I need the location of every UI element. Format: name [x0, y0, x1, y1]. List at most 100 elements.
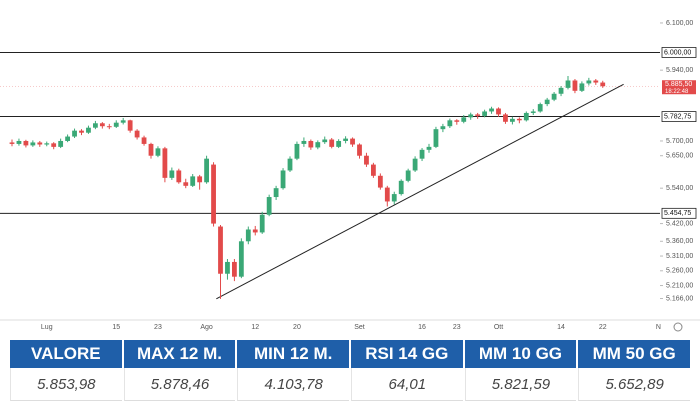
- candle-body: [350, 138, 355, 145]
- header-cell: MIN 12 M.: [237, 340, 349, 368]
- candle-body: [371, 164, 376, 176]
- candle-body: [426, 146, 432, 150]
- candle-body: [169, 170, 175, 178]
- table-body: 5.853,98 5.878,46 4.103,78 64,01 5.821,59 5.6…: [10, 368, 690, 401]
- candle-body: [72, 130, 77, 137]
- candle-body: [225, 261, 230, 274]
- candle-body: [537, 104, 543, 112]
- y-tick-label: 5.166,00: [666, 295, 693, 302]
- candle-body: [551, 93, 557, 100]
- candle-body: [308, 140, 314, 148]
- candle-body: [510, 118, 515, 122]
- table-cell: 64,01: [350, 368, 463, 401]
- candle-body: [572, 80, 578, 91]
- candle-body: [183, 182, 189, 186]
- candle-body: [266, 197, 272, 215]
- candle-body: [475, 114, 481, 116]
- level-label: 5.454,75: [664, 210, 691, 217]
- candle-body: [440, 126, 446, 130]
- candle-body: [329, 139, 335, 147]
- header-cell: MAX 12 M.: [123, 340, 236, 368]
- candle-body: [51, 143, 57, 147]
- candle-body: [99, 123, 105, 127]
- candle-body: [461, 117, 467, 122]
- candle-body: [176, 170, 182, 183]
- candle-body: [37, 142, 43, 145]
- x-tick-label: 16: [418, 324, 426, 331]
- level-label-box: [661, 47, 697, 58]
- candle-body: [190, 176, 196, 186]
- candle-body: [218, 226, 223, 274]
- table-cell: 5.652,89: [578, 368, 690, 401]
- x-tick-label: 22: [599, 324, 607, 331]
- table-row: 5.853,98 5.878,46 4.103,78 64,01 5.821,59 5.6…: [10, 368, 690, 401]
- candle-body: [586, 80, 592, 84]
- candle-body: [600, 82, 606, 87]
- x-tick-label: 12: [251, 324, 259, 331]
- header-cell: RSI 14 GG: [350, 340, 463, 368]
- y-tick-label: 5.210,00: [666, 282, 693, 289]
- y-tick-label: 5.360,00: [666, 238, 693, 245]
- candle-body: [579, 83, 585, 91]
- candle-body: [565, 80, 571, 88]
- candle-body: [113, 122, 119, 127]
- table-cell: 5.853,98: [10, 368, 122, 401]
- candle-body: [544, 99, 550, 105]
- candle-body: [530, 111, 536, 113]
- candle-body: [523, 112, 529, 121]
- chart-background: [0, 0, 700, 338]
- candle-body: [86, 127, 91, 133]
- last-price-label: 5.885,50: [665, 81, 692, 88]
- header-cell: MM 10 GG: [464, 340, 577, 368]
- candle-body: [134, 130, 140, 138]
- chart: 6.100,00 5.940,00 5.700,00 5.650,00 5.540,00…: [0, 0, 700, 338]
- candle-body: [364, 155, 369, 165]
- y-tick-label: 5.420,00: [666, 220, 693, 227]
- x-tick-label: Lug: [41, 324, 53, 331]
- candle-body: [301, 140, 307, 144]
- x-tick-label: Ago: [200, 324, 213, 331]
- table-cell: 5.821,59: [464, 368, 577, 401]
- x-tick-label: 20: [293, 324, 301, 331]
- candle-body: [65, 136, 70, 141]
- candle-body: [252, 229, 258, 233]
- level-label: 6.000,00: [664, 49, 691, 56]
- candle-body: [211, 164, 216, 224]
- x-tick-label: 15: [112, 324, 120, 331]
- candle-body: [141, 137, 147, 144]
- candle-body: [489, 108, 494, 112]
- candle-body: [558, 87, 564, 94]
- candle-body: [482, 111, 487, 116]
- candle-body: [315, 142, 321, 148]
- level-label-box: [661, 207, 697, 219]
- candle-body: [30, 142, 36, 146]
- candle-body: [16, 140, 22, 144]
- candle-body: [398, 180, 404, 195]
- header-cell: VALORE: [10, 340, 122, 368]
- last-price-time: 18:22:48: [665, 89, 689, 95]
- candle-body: [245, 229, 251, 242]
- x-tick-label: 23: [453, 324, 461, 331]
- candle-body: [468, 114, 474, 118]
- candle-body: [238, 241, 244, 277]
- settings-icon[interactable]: [673, 322, 683, 332]
- stats-table: VALORE MAX 12 M. MIN 12 M. RSI 14 GG MM 10 G…: [8, 340, 692, 401]
- candle-body: [593, 80, 599, 83]
- candle-body: [127, 120, 133, 131]
- y-tick-label: 5.310,00: [666, 253, 693, 260]
- candle-body: [496, 108, 501, 115]
- candle-body: [343, 138, 348, 141]
- header-cell: MM 50 GG: [578, 340, 690, 368]
- candle-body: [336, 140, 342, 147]
- level-label: 5.782,75: [664, 113, 691, 120]
- candle-body: [58, 140, 64, 147]
- candle-body: [405, 170, 411, 181]
- x-tick-label: Ott: [494, 324, 503, 331]
- candle-body: [120, 120, 126, 123]
- level-label-box: [661, 111, 697, 122]
- candle-body: [232, 261, 237, 277]
- candle-body: [447, 120, 453, 127]
- candle-body: [273, 188, 279, 198]
- candle-body: [106, 126, 112, 128]
